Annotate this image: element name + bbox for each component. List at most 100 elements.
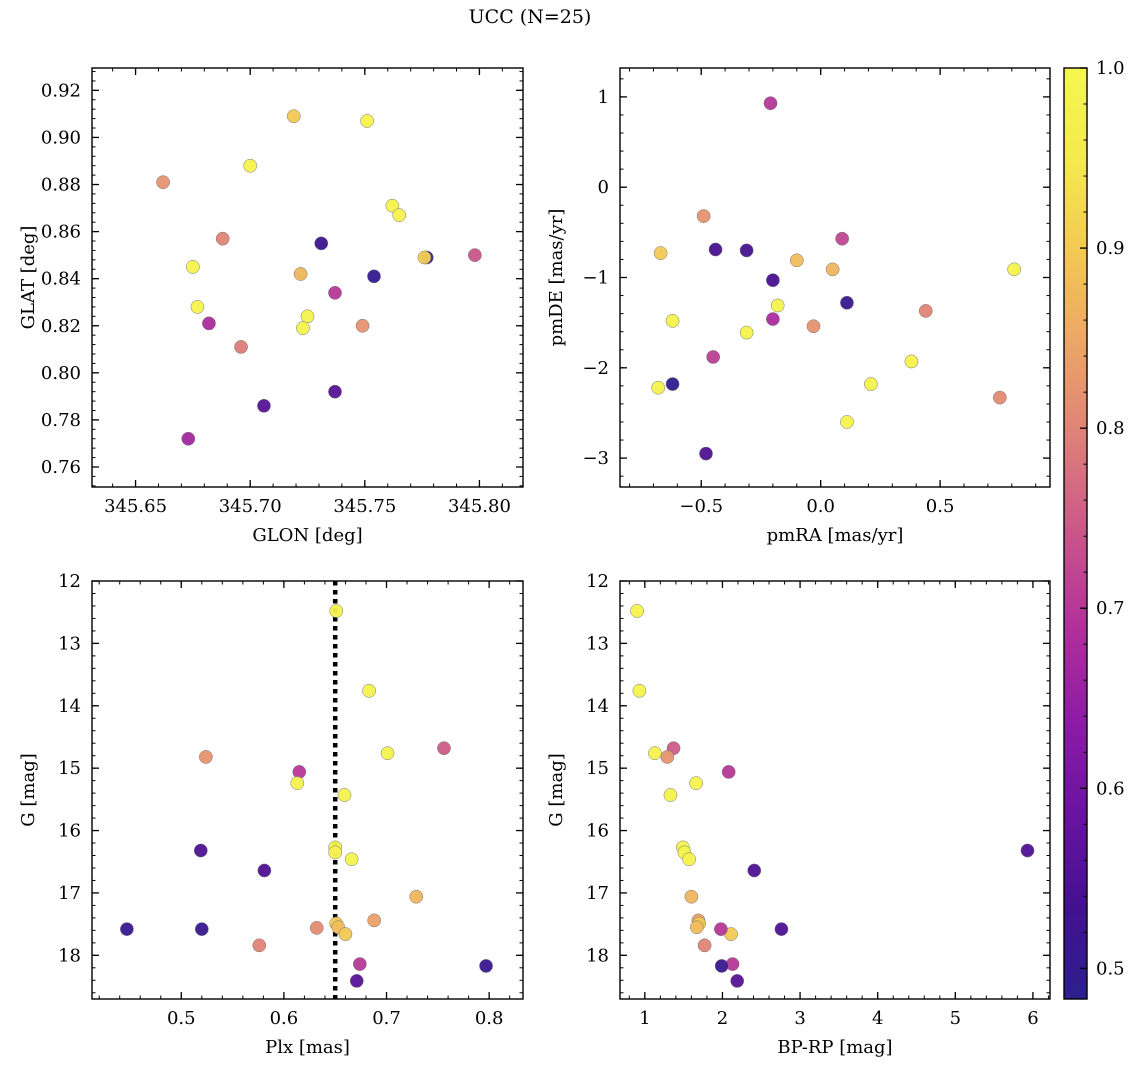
scatter-point [380, 746, 395, 761]
scatter-point [825, 262, 840, 277]
y-tick-label: 0.76 [41, 457, 81, 478]
scatter-point [468, 248, 482, 262]
axes-frame [91, 67, 524, 488]
y-tick-label: 15 [58, 758, 81, 779]
x-tick-label: 5 [950, 1008, 961, 1029]
scatter-point [789, 253, 804, 268]
scatter-point [689, 920, 704, 935]
scatter-point [338, 927, 353, 941]
scatter-point [479, 959, 493, 973]
scatter-point [835, 231, 850, 246]
y-tick-label: 0.84 [41, 269, 81, 290]
x-tick-label: 345.65 [104, 496, 167, 517]
scatter-point [296, 321, 310, 335]
y-axis-label: G [mag] [546, 753, 567, 826]
plot-area [92, 68, 523, 487]
scatter-point [290, 776, 305, 790]
scatter-point [367, 913, 382, 928]
colorbar-tick-label: 0.6 [1096, 778, 1125, 799]
axes-frame [91, 580, 524, 1000]
y-tick-label: 0.90 [41, 127, 81, 148]
scatter-point [653, 246, 668, 260]
scatter-point [721, 765, 736, 779]
x-tick-label: 3 [794, 1008, 805, 1029]
scatter-point [257, 398, 271, 413]
scatter-point [739, 325, 754, 340]
scatter-point [660, 750, 675, 764]
scatter-point [806, 319, 821, 334]
y-tick-label: 0.78 [41, 410, 81, 431]
scatter-point [309, 921, 324, 935]
y-tick-label: 12 [58, 571, 81, 592]
scatter-point [257, 863, 272, 878]
figure-title: UCC (N=25) [468, 6, 592, 28]
scatter-point [367, 269, 381, 284]
scatter-point [706, 350, 721, 364]
x-tick-label: 0.5 [167, 1008, 196, 1029]
scatter-point [186, 260, 200, 274]
scatter-point [328, 285, 342, 300]
y-axis-label: G [mag] [18, 753, 39, 826]
x-tick-label: 345.80 [448, 496, 511, 517]
x-axis-label: GLON [deg] [252, 525, 362, 546]
scatter-point [714, 959, 729, 973]
y-tick-label: 0.82 [41, 316, 81, 337]
scatter-point [293, 267, 308, 281]
scatter-point [328, 845, 343, 860]
scatter-point [392, 208, 407, 222]
scatter-point [730, 974, 745, 988]
x-tick-label: 0.6 [270, 1008, 299, 1029]
axes-frame [619, 580, 1051, 1000]
scatter-point [355, 318, 370, 333]
scatter-point [696, 209, 711, 223]
y-tick-label: 13 [58, 633, 81, 654]
colorbar-tick-label: 0.7 [1096, 598, 1125, 619]
scatter-point [648, 746, 662, 761]
scatter-point [992, 390, 1007, 405]
x-axis-label: BP-RP [mag] [777, 1037, 892, 1058]
scatter-point [697, 938, 712, 953]
y-tick-label: 18 [58, 945, 81, 966]
scatter-point [234, 340, 248, 354]
scatter-point [243, 158, 258, 173]
x-axis-label: pmRA [mas/yr] [767, 525, 904, 546]
scatter-point [292, 765, 307, 779]
colorbar-gradient [1063, 67, 1088, 1000]
scatter-point [156, 175, 170, 190]
scatter-point [1020, 843, 1035, 858]
scatter-point [120, 922, 134, 936]
plot-area [620, 68, 1050, 487]
x-tick-label: 1 [639, 1008, 650, 1029]
scatter-point [409, 889, 424, 904]
y-tick-label: 13 [586, 633, 609, 654]
scatter-point [840, 295, 854, 310]
x-tick-label: 345.70 [219, 496, 282, 517]
x-tick-label: 6 [1027, 1008, 1038, 1029]
x-tick-label: 4 [872, 1008, 883, 1029]
scatter-point [314, 236, 329, 251]
y-tick-label: −1 [582, 268, 609, 289]
scatter-point [199, 750, 213, 764]
colorbar-tick-label: 1.0 [1096, 58, 1125, 79]
scatter-point [766, 273, 780, 288]
scatter-point [739, 243, 754, 258]
x-tick-label: 345.75 [333, 496, 396, 517]
scatter-point [840, 415, 854, 429]
scatter-point [863, 377, 878, 391]
plot-area [620, 581, 1050, 999]
y-tick-label: 12 [586, 571, 609, 592]
scatter-point [1007, 262, 1022, 277]
colorbar-tick-label: 0.8 [1096, 418, 1125, 439]
y-tick-label: 18 [586, 945, 609, 966]
scatter-point [682, 852, 696, 867]
x-tick-label: 0.8 [475, 1008, 504, 1029]
scatter-point [437, 741, 451, 756]
y-tick-label: 14 [586, 696, 609, 717]
y-tick-label: 17 [586, 883, 609, 904]
scatter-point [181, 431, 196, 446]
scatter-point [286, 109, 301, 124]
scatter-point [385, 198, 400, 213]
galactic-position-panel: 345.65 345.70 345.75 345.80 0.76 0.78 0.80 0.82… [18, 67, 524, 546]
